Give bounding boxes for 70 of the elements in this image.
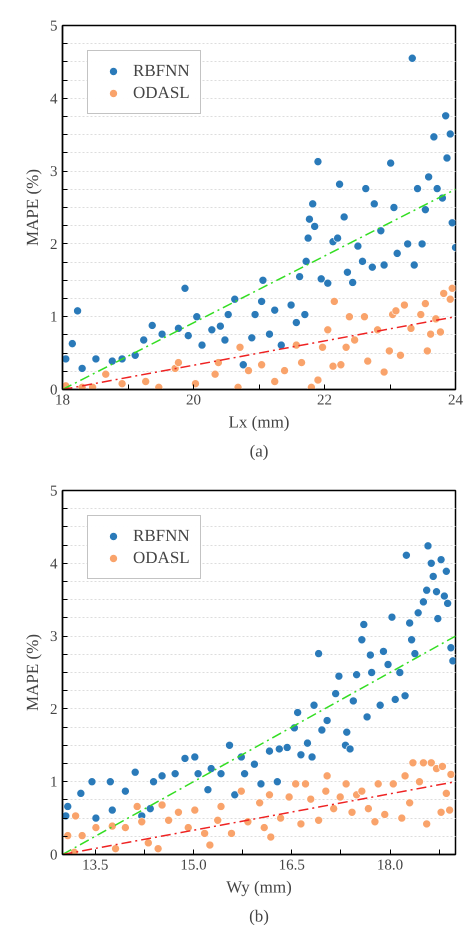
legend-label: ODASL (133, 83, 190, 103)
y-tick-label: 0 (50, 848, 58, 864)
y-tick-label: 1 (50, 310, 58, 326)
point (336, 360, 346, 370)
point (439, 289, 448, 298)
point (318, 342, 327, 352)
x-tick-label: 18 (55, 392, 70, 408)
point (400, 300, 409, 310)
x-axis-title: Lx (mm) (228, 412, 290, 432)
x-tick-label: 15.0 (180, 858, 207, 874)
point (426, 330, 435, 338)
point (396, 350, 405, 360)
x-tick-label: 13.5 (82, 858, 108, 874)
y-tick-label: 0 (50, 382, 58, 398)
y-tick-label: 5 (50, 484, 58, 500)
point (328, 362, 338, 370)
y-tick-label: 3 (50, 629, 58, 646)
text: (a) (250, 442, 268, 460)
y-tick-label: 2 (50, 236, 58, 253)
y-axis-title: MAPE (%) (23, 169, 42, 246)
legend-label: RBFNN (133, 526, 190, 546)
y-tick-label: 5 (50, 18, 58, 34)
point (314, 376, 322, 384)
y-axis-title: MAPE (%) (23, 634, 42, 711)
point (297, 358, 306, 367)
point (101, 370, 110, 379)
point (280, 366, 289, 375)
legend-label: ODASL (133, 548, 190, 568)
point (342, 342, 350, 352)
legend-label: RBFNN (133, 61, 190, 81)
point (174, 358, 183, 367)
point (345, 312, 354, 321)
point (360, 312, 369, 321)
point (236, 342, 244, 352)
y-tick-label: 3 (50, 164, 58, 180)
point (88, 383, 97, 390)
point (191, 379, 200, 388)
point (392, 306, 400, 316)
x-tick-label: 24 (448, 392, 464, 408)
point (307, 383, 316, 390)
point (363, 356, 372, 366)
point (350, 336, 359, 344)
point (210, 370, 220, 379)
point (234, 383, 242, 390)
point (380, 368, 388, 376)
point (323, 326, 332, 334)
point (330, 297, 339, 306)
point (118, 379, 126, 388)
point (416, 310, 426, 319)
x-tick-label: 22 (317, 392, 332, 408)
point (446, 294, 455, 304)
text: (b) (249, 906, 269, 926)
x-tick-label: 16.5 (278, 858, 305, 874)
x-tick-label: 20 (186, 392, 201, 408)
point (436, 328, 445, 336)
y-tick-label: 1 (50, 774, 58, 791)
y-tick-label: 2 (50, 702, 58, 718)
point (141, 377, 150, 386)
point (257, 360, 266, 370)
point (423, 346, 432, 356)
point (421, 299, 430, 308)
x-tick-label: 18.0 (376, 858, 404, 874)
point (244, 366, 253, 375)
y-tick-label: 4 (50, 556, 58, 572)
point (448, 284, 456, 293)
point (406, 324, 416, 333)
x-axis-title: Wy (mm) (226, 878, 292, 896)
point (270, 377, 280, 386)
point (385, 346, 394, 356)
y-tick-label: 4 (50, 91, 58, 108)
